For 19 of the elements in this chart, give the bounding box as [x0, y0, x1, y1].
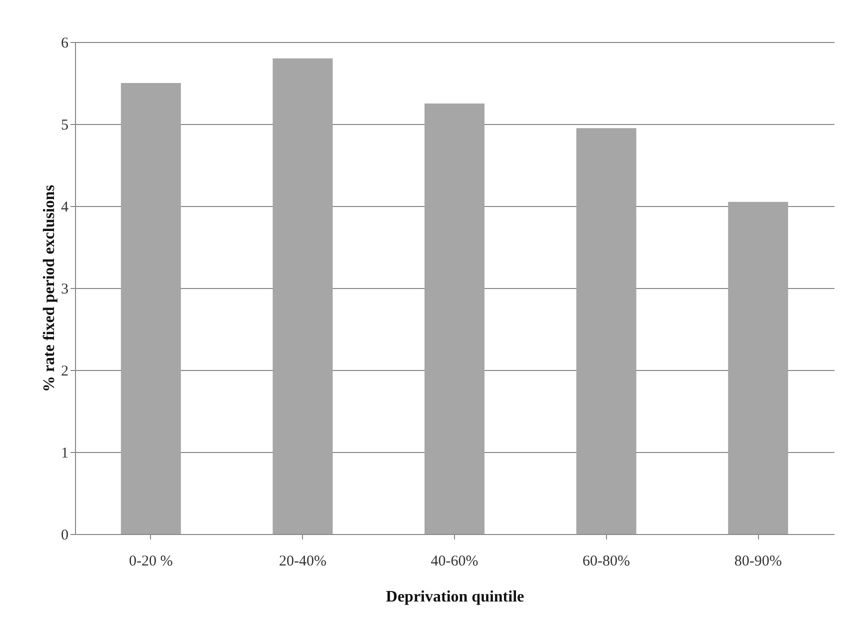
x-tick-label: 0-20 % — [129, 554, 173, 570]
bar — [120, 83, 181, 534]
x-tick-label: 40-60% — [430, 554, 478, 570]
y-tick-label: 1 — [61, 446, 68, 462]
y-axis-title: % rate fixed period exclusions — [41, 184, 58, 392]
y-tick-label: 4 — [61, 200, 69, 216]
bar — [576, 128, 636, 534]
y-tick-label: 3 — [61, 282, 68, 298]
y-tick-label: 2 — [61, 364, 68, 380]
y-tick-label: 5 — [61, 118, 68, 134]
y-tick-label: 6 — [61, 36, 69, 52]
bar — [272, 58, 333, 534]
x-tick-label: 60-80% — [582, 554, 630, 570]
bar — [424, 104, 484, 534]
x-tick-label: 80-90% — [734, 554, 782, 570]
x-axis-title: Deprivation quintile — [386, 588, 524, 606]
x-tick-label: 20-40% — [278, 554, 326, 570]
bar — [728, 202, 788, 534]
y-tick-label: 0 — [61, 528, 68, 544]
